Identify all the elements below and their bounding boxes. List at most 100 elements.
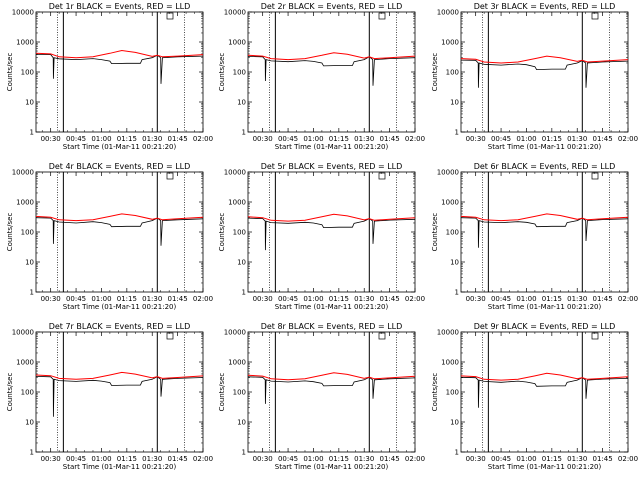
y-axis-label: Counts/sec (218, 53, 226, 92)
y-tick-label: 10000 (437, 329, 459, 337)
x-tick-label: 01:45 (593, 135, 613, 143)
x-tick-label: 00:30 (253, 135, 273, 143)
y-axis-label: Counts/sec (6, 213, 14, 252)
plot-frame (35, 11, 204, 133)
y-axis-label: Counts/sec (218, 373, 226, 412)
x-axis-label: Start Time (01-Mar-11 00:21:20) (275, 303, 389, 311)
y-tick-label: 1000 (16, 359, 34, 367)
x-tick-label: 01:00 (303, 295, 323, 303)
x-tick-label: 01:45 (593, 455, 613, 463)
y-tick-label: 1000 (441, 199, 459, 207)
y-tick-label: 100 (233, 69, 246, 77)
y-tick-label: 10000 (224, 9, 246, 17)
x-axis-label: Start Time (01-Mar-11 00:21:20) (63, 143, 177, 151)
y-tick-label: 1000 (16, 199, 34, 207)
x-tick-label: 01:15 (117, 455, 137, 463)
y-axis-label: Counts/sec (431, 53, 439, 92)
y-tick-label: 100 (21, 69, 34, 77)
x-tick-label: 02:00 (193, 295, 213, 303)
x-tick-label: 02:00 (405, 295, 425, 303)
plot-frame (247, 331, 416, 453)
x-tick-label: 01:00 (91, 295, 111, 303)
x-tick-label: 01:30 (354, 295, 374, 303)
flag-box (378, 332, 386, 340)
x-tick-label: 00:45 (278, 295, 298, 303)
y-tick-label: 10 (25, 419, 34, 427)
detector-panel-2: Det 2r BLACK = Events, RED = LLD 1 10 100 10… (218, 2, 425, 151)
y-tick-label: 1 (242, 129, 246, 137)
series-events-line (247, 217, 416, 251)
flag-box (378, 172, 386, 180)
panel-title: Det 4r BLACK = Events, RED = LLD (49, 162, 191, 171)
x-tick-label: 01:15 (329, 135, 349, 143)
x-tick-label: 00:45 (66, 455, 86, 463)
detector-panel-1: Det 1r BLACK = Events, RED = LLD 1 10 100 10… (6, 2, 213, 151)
x-tick-label: 01:00 (303, 455, 323, 463)
x-tick-label: 01:30 (567, 135, 587, 143)
series-events-line (35, 217, 204, 246)
y-tick-label: 100 (21, 229, 34, 237)
x-tick-label: 01:45 (168, 135, 188, 143)
x-tick-label: 02:00 (405, 455, 425, 463)
x-axis-label: Start Time (01-Mar-11 00:21:20) (275, 143, 389, 151)
x-tick-label: 00:30 (41, 455, 61, 463)
flag-box (591, 172, 599, 180)
plot-frame (460, 171, 629, 293)
x-axis-label: Start Time (01-Mar-11 00:21:20) (275, 463, 389, 471)
y-tick-label: 100 (233, 229, 246, 237)
panel-title: Det 3r BLACK = Events, RED = LLD (474, 2, 616, 11)
y-tick-label: 100 (21, 389, 34, 397)
x-tick-label: 00:45 (66, 135, 86, 143)
detector-panel-4: Det 4r BLACK = Events, RED = LLD 1 10 100 10… (6, 162, 213, 311)
y-tick-label: 1000 (441, 359, 459, 367)
y-tick-label: 10 (237, 259, 246, 267)
plot-frame (247, 171, 416, 293)
y-axis-label: Counts/sec (6, 53, 14, 92)
x-tick-label: 00:45 (491, 135, 511, 143)
x-tick-label: 00:30 (466, 295, 486, 303)
x-tick-label: 01:45 (168, 295, 188, 303)
series-events-line (460, 59, 629, 88)
series-lld-line (247, 213, 416, 222)
x-tick-label: 01:30 (142, 455, 162, 463)
y-tick-label: 10000 (12, 329, 34, 337)
y-axis-label: Counts/sec (6, 373, 14, 412)
x-tick-label: 02:00 (193, 455, 213, 463)
plot-frame (460, 331, 629, 453)
x-axis-label: Start Time (01-Mar-11 00:21:20) (488, 463, 602, 471)
x-tick-label: 02:00 (618, 135, 638, 143)
series-events-line (247, 56, 416, 86)
panel-title: Det 2r BLACK = Events, RED = LLD (261, 2, 403, 11)
x-tick-label: 00:30 (41, 295, 61, 303)
series-events-line (247, 376, 416, 404)
detector-panel-6: Det 6r BLACK = Events, RED = LLD 1 10 100 10… (431, 162, 638, 311)
y-tick-label: 10 (237, 99, 246, 107)
x-tick-label: 01:30 (354, 455, 374, 463)
panel-title: Det 1r BLACK = Events, RED = LLD (49, 2, 191, 11)
flag-box (591, 12, 599, 20)
y-tick-label: 1000 (441, 39, 459, 47)
x-axis-label: Start Time (01-Mar-11 00:21:20) (63, 303, 177, 311)
x-tick-label: 01:00 (91, 455, 111, 463)
x-tick-label: 01:45 (380, 135, 400, 143)
x-tick-label: 00:45 (491, 295, 511, 303)
x-tick-label: 01:15 (329, 295, 349, 303)
panel-title: Det 7r BLACK = Events, RED = LLD (49, 322, 191, 331)
x-tick-label: 01:00 (516, 135, 536, 143)
x-tick-label: 02:00 (193, 135, 213, 143)
x-tick-label: 01:30 (567, 295, 587, 303)
x-tick-label: 00:30 (41, 135, 61, 143)
y-tick-label: 1 (242, 449, 246, 457)
x-tick-label: 01:00 (516, 455, 536, 463)
x-tick-label: 02:00 (618, 295, 638, 303)
y-tick-label: 100 (446, 389, 459, 397)
y-tick-label: 1000 (228, 199, 246, 207)
y-tick-label: 1 (242, 289, 246, 297)
plot-frame (35, 171, 204, 293)
y-axis-label: Counts/sec (431, 373, 439, 412)
series-lld-line (35, 213, 204, 222)
y-tick-label: 1000 (228, 39, 246, 47)
plot-frame (35, 331, 204, 453)
y-tick-label: 1000 (16, 39, 34, 47)
